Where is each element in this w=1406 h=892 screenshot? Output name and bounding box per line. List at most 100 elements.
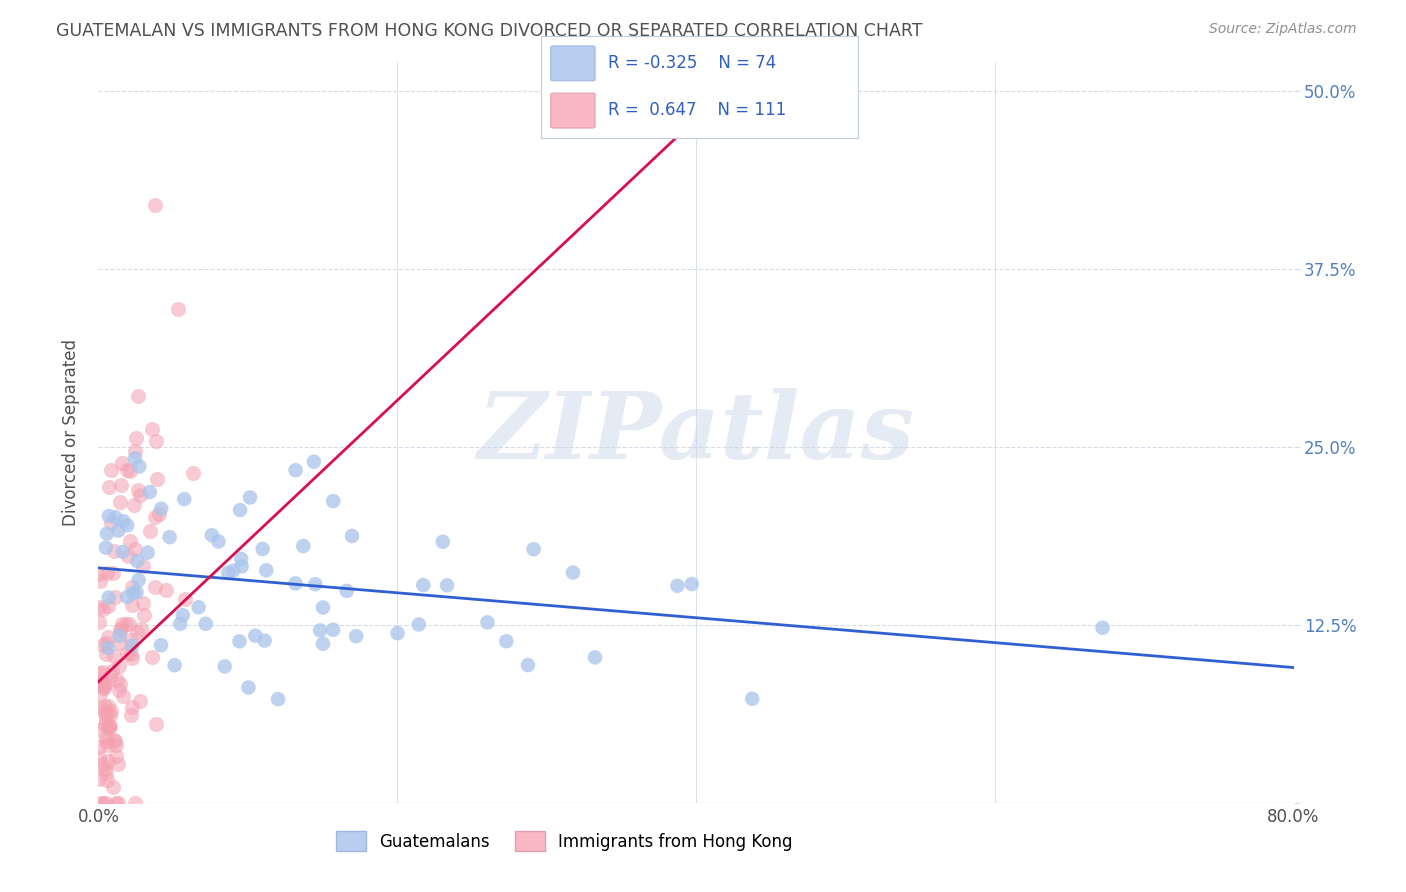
Point (412, 578, 434, 592)
Point (110, 616, 132, 631)
Point (93, 706, 115, 720)
Point (217, 566, 239, 580)
Point (562, 566, 585, 580)
Point (93, 665, 115, 680)
Point (124, 443, 146, 458)
Point (139, 485, 162, 500)
Point (94, 647, 117, 661)
Point (111, 545, 134, 559)
Point (93, 717, 115, 731)
Point (90, 796, 112, 810)
Point (87, 739, 110, 754)
Point (104, 738, 127, 752)
Point (104, 590, 127, 604)
Point (90, 700, 112, 714)
Point (96, 526, 118, 541)
Point (98, 480, 121, 494)
Point (121, 598, 143, 612)
Point (107, 796, 129, 810)
Point (436, 578, 458, 592)
Point (115, 617, 138, 632)
Point (104, 734, 127, 748)
Point (115, 590, 138, 604)
Point (97, 719, 120, 733)
Text: R =  0.647    N = 111: R = 0.647 N = 111 (607, 101, 786, 119)
Point (124, 451, 146, 466)
Point (111, 456, 134, 470)
Point (128, 459, 150, 474)
Point (122, 498, 145, 512)
Point (89, 574, 111, 588)
Point (145, 717, 167, 731)
Point (408, 617, 430, 632)
Point (245, 629, 267, 643)
Point (207, 534, 229, 549)
Point (148, 508, 170, 522)
Point (91, 757, 114, 772)
Point (87, 615, 110, 630)
Point (117, 549, 139, 563)
Point (124, 541, 146, 556)
Point (312, 637, 335, 651)
Point (127, 389, 149, 403)
Point (87, 750, 110, 764)
Point (344, 629, 367, 643)
Point (104, 796, 127, 810)
Point (292, 539, 315, 553)
Point (253, 633, 276, 648)
Point (150, 501, 173, 516)
Point (122, 586, 145, 600)
FancyBboxPatch shape (551, 46, 595, 81)
Point (107, 524, 129, 538)
Point (231, 559, 253, 574)
Point (163, 658, 186, 673)
Point (222, 564, 245, 578)
Point (108, 629, 131, 643)
Point (121, 700, 143, 714)
Point (252, 541, 274, 556)
Point (89, 599, 111, 614)
Point (89, 687, 111, 701)
Text: R = -0.325    N = 74: R = -0.325 N = 74 (607, 54, 776, 72)
Point (1091, 621, 1114, 635)
Point (112, 514, 135, 528)
Point (284, 576, 307, 591)
Point (131, 596, 153, 610)
Point (231, 552, 253, 566)
Point (107, 682, 129, 697)
Point (100, 516, 122, 531)
Point (98, 719, 121, 733)
Point (96, 566, 118, 580)
Point (238, 681, 260, 695)
Point (143, 580, 166, 594)
Point (194, 616, 217, 631)
Point (302, 455, 325, 469)
Point (117, 518, 139, 533)
Point (94, 707, 117, 722)
Point (112, 689, 135, 703)
Point (132, 559, 155, 574)
Point (118, 534, 141, 549)
Point (309, 624, 332, 638)
Point (741, 691, 763, 706)
Text: GUATEMALAN VS IMMIGRANTS FROM HONG KONG DIVORCED OR SEPARATED CORRELATION CHART: GUATEMALAN VS IMMIGRANTS FROM HONG KONG … (56, 22, 922, 40)
Point (254, 563, 277, 577)
Point (155, 583, 177, 598)
Point (121, 707, 143, 722)
Point (183, 466, 205, 480)
Point (105, 748, 128, 763)
Point (125, 585, 148, 599)
Point (124, 796, 146, 810)
Point (100, 463, 122, 477)
FancyBboxPatch shape (551, 93, 595, 128)
Point (97, 698, 120, 713)
Point (93, 681, 115, 696)
Point (94, 636, 117, 650)
Point (125, 624, 148, 639)
Point (97, 508, 120, 523)
Point (89, 772, 111, 786)
Point (108, 636, 131, 650)
Point (91, 796, 114, 810)
Point (228, 634, 250, 648)
Point (304, 577, 326, 591)
